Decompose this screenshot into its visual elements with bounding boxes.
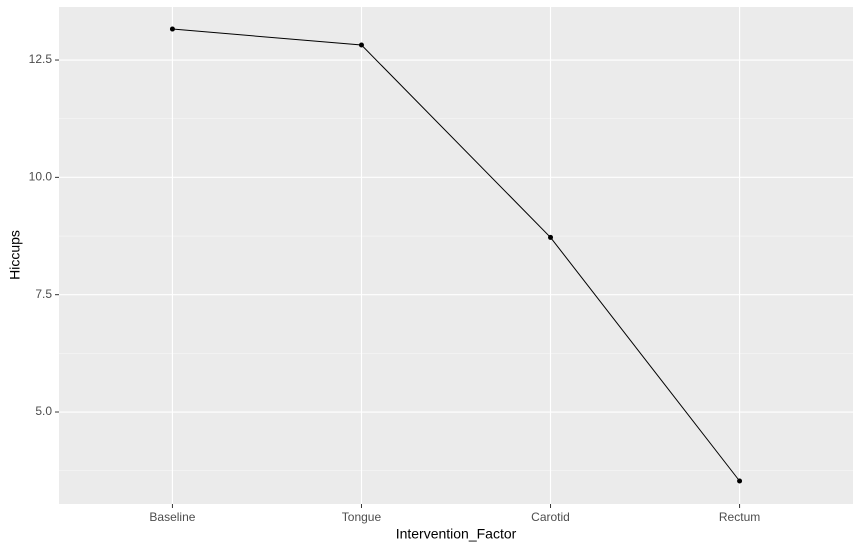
- panel: [59, 7, 853, 504]
- line: [172, 28, 740, 482]
- y-tick-label: 5.0: [35, 404, 52, 418]
- y-tick-label: 12.5: [29, 52, 53, 66]
- y-tick-label: 10.0: [29, 170, 53, 184]
- point: [548, 234, 554, 240]
- point: [169, 26, 175, 32]
- x-axis-title: Intervention_Factor: [396, 526, 517, 542]
- x-tick-label: Baseline: [149, 510, 195, 524]
- x-tick-label: Carotid: [531, 510, 570, 524]
- point: [358, 42, 364, 48]
- point: [737, 478, 743, 484]
- x-tick-label: Tongue: [342, 510, 382, 524]
- y-tick-label: 7.5: [35, 287, 52, 301]
- y-axis-title: Hiccups: [7, 230, 23, 280]
- x-tick-label: Rectum: [719, 510, 760, 524]
